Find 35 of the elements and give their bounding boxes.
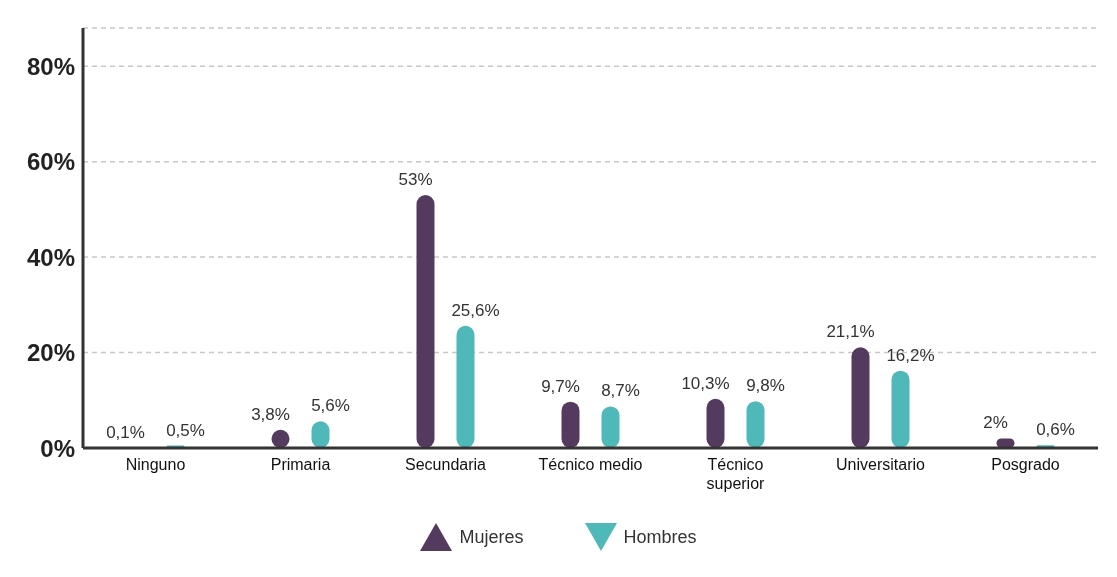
bar xyxy=(746,401,765,448)
legend-label: Mujeres xyxy=(459,526,524,548)
data-label: 0,6% xyxy=(1036,420,1075,440)
data-label: 10,3% xyxy=(681,373,730,393)
x-tick-label: Técnico medio xyxy=(538,456,643,473)
legend-label: Hombres xyxy=(623,526,697,548)
x-tick-label: Universitario xyxy=(836,456,926,473)
x-tick-label: Posgrado xyxy=(991,456,1060,473)
bar xyxy=(706,398,725,448)
bar xyxy=(456,325,475,448)
bar xyxy=(416,195,435,448)
data-label: 21,1% xyxy=(826,322,875,342)
x-tick-label: Secundaria xyxy=(405,456,487,473)
y-tick-label: 40% xyxy=(26,243,75,271)
data-label: 9,8% xyxy=(746,376,785,396)
data-label: 8,7% xyxy=(601,381,640,401)
data-label: 2% xyxy=(983,413,1008,433)
data-label: 9,7% xyxy=(541,376,580,396)
data-label: 25,6% xyxy=(451,300,500,320)
data-label: 53% xyxy=(398,170,433,190)
y-tick-label: 60% xyxy=(26,148,75,176)
y-tick-label: 20% xyxy=(26,339,75,367)
x-tick-label: Primaria xyxy=(270,456,331,473)
x-tick-label: Técnico superior xyxy=(706,456,766,492)
x-tick-label: Ninguno xyxy=(125,456,186,473)
data-label: 0,5% xyxy=(166,420,205,440)
data-label: 3,8% xyxy=(251,404,290,424)
data-label: 0,1% xyxy=(106,422,145,442)
y-tick-label: 80% xyxy=(26,52,75,80)
data-label: 5,6% xyxy=(311,396,350,416)
bar xyxy=(561,401,580,448)
data-label: 16,2% xyxy=(886,345,935,365)
bar xyxy=(851,347,870,448)
y-tick-label: 0% xyxy=(40,434,75,462)
bar xyxy=(891,370,910,448)
